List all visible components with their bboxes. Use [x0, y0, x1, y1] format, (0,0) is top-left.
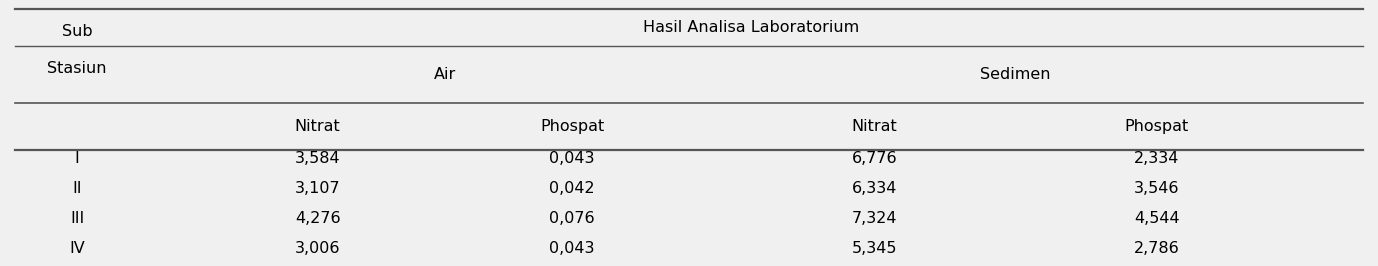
Text: 0,043: 0,043 [550, 151, 595, 165]
Text: 4,276: 4,276 [295, 211, 340, 226]
Text: 3,006: 3,006 [295, 241, 340, 256]
Text: II: II [72, 181, 81, 196]
Text: 5,345: 5,345 [852, 241, 897, 256]
Text: Nitrat: Nitrat [295, 119, 340, 134]
Text: 6,776: 6,776 [852, 151, 897, 165]
Text: Sub: Sub [62, 24, 92, 39]
Text: 3,107: 3,107 [295, 181, 340, 196]
Text: 6,334: 6,334 [852, 181, 897, 196]
Text: IV: IV [69, 241, 85, 256]
Text: 3,584: 3,584 [295, 151, 340, 165]
Text: III: III [70, 211, 84, 226]
Text: Phospat: Phospat [1124, 119, 1189, 134]
Text: 0,042: 0,042 [550, 181, 595, 196]
Text: 0,043: 0,043 [550, 241, 595, 256]
Text: Air: Air [434, 67, 456, 82]
Text: 2,334: 2,334 [1134, 151, 1180, 165]
Text: 7,324: 7,324 [852, 211, 897, 226]
Text: I: I [74, 151, 80, 165]
Text: Phospat: Phospat [540, 119, 604, 134]
Text: Sedimen: Sedimen [980, 67, 1051, 82]
Text: 2,786: 2,786 [1134, 241, 1180, 256]
Text: Hasil Analisa Laboratorium: Hasil Analisa Laboratorium [642, 20, 858, 35]
Text: 3,546: 3,546 [1134, 181, 1180, 196]
Text: Stasiun: Stasiun [47, 61, 106, 76]
Text: 0,076: 0,076 [550, 211, 595, 226]
Text: 4,544: 4,544 [1134, 211, 1180, 226]
Text: Nitrat: Nitrat [852, 119, 897, 134]
